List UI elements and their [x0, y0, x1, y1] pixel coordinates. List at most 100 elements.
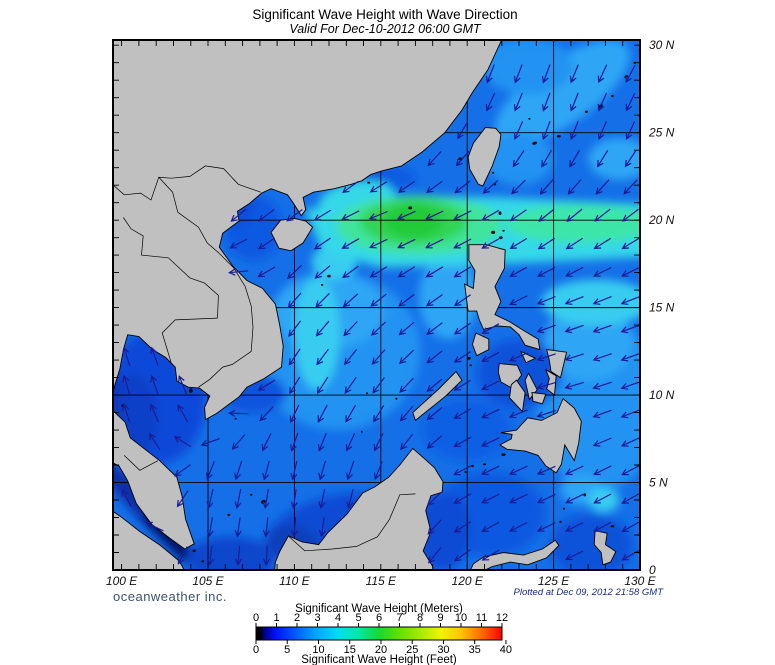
island-dot	[327, 274, 331, 278]
landmass-negros	[509, 379, 526, 413]
map-title: Significant Wave Height with Wave Direct…	[252, 7, 517, 22]
lat-label: 10 N	[649, 388, 675, 402]
wave-height-blob	[505, 204, 640, 243]
country-border	[113, 165, 261, 201]
lon-label: 115 E	[366, 574, 397, 588]
feet-tick-label: 40	[500, 644, 512, 656]
island-dot	[499, 236, 503, 240]
meters-tick-label: 10	[455, 612, 467, 624]
island-dot	[610, 525, 615, 528]
island-dot	[556, 134, 561, 138]
landmass-hainan	[270, 217, 314, 252]
wave-height-blob	[550, 514, 634, 570]
lon-label: 110 E	[279, 574, 310, 588]
landmass-samar	[546, 349, 568, 379]
island-dot	[464, 471, 467, 473]
lat-label: 5 N	[649, 476, 668, 490]
legend-meters-title: Significant Wave Height (Meters)	[295, 603, 463, 615]
lon-label: 130 E	[624, 574, 656, 588]
island-dot	[491, 230, 496, 234]
wave-height-blob	[482, 40, 573, 95]
landmass-mindoro	[471, 332, 490, 357]
island-dot	[192, 549, 196, 553]
landmass-halmahera	[593, 530, 617, 566]
island-dot	[470, 464, 474, 468]
island-dot	[188, 388, 193, 394]
feet-tick-label: 20	[375, 644, 387, 656]
island-dot	[611, 94, 614, 98]
landmass-mindanao	[499, 397, 582, 474]
island-dot	[532, 141, 538, 145]
landmass-borneo	[274, 447, 444, 570]
island-dot	[360, 430, 363, 433]
country-border	[288, 493, 416, 552]
wave-height-blob	[415, 493, 471, 570]
lat-label: 15 N	[649, 301, 675, 315]
country-borders	[113, 165, 416, 552]
island-dot	[583, 493, 587, 497]
feet-tick-label: 0	[253, 644, 259, 656]
colorbar-feet-ticks: 0 5 10 15 20 25 30 35 40	[253, 640, 512, 656]
landmass-luzon	[464, 244, 541, 351]
plotted-at-text: Plotted at Dec 09, 2012 21:58 GMT	[514, 587, 665, 598]
lat-label: 0	[649, 563, 656, 577]
meters-tick-label: 0	[253, 612, 259, 624]
meters-tick-label: 2	[294, 612, 300, 624]
island-dot	[559, 520, 562, 524]
island-dot	[320, 283, 324, 286]
feet-tick-label: 5	[284, 644, 290, 656]
island-dot	[501, 453, 506, 456]
island-dot	[227, 513, 231, 517]
degree-ticks	[114, 41, 641, 571]
island-dot	[249, 493, 253, 496]
wave-height-blob	[418, 255, 478, 340]
island-dot	[395, 397, 398, 400]
wave-height-blob	[541, 279, 640, 326]
colorbar-meters-ticks: 0 1 2 3 4 5 6 7 8 9 10 11 12	[253, 612, 508, 627]
map-frame	[112, 39, 641, 571]
country-border	[123, 455, 159, 471]
feet-tick-label: 35	[469, 644, 481, 656]
wave-direction-arrows	[121, 64, 640, 566]
longitude-labels: 100 E 105 E 110 E 115 E 120 E 125 E 130 E	[106, 574, 657, 588]
island-dot	[562, 507, 566, 510]
feet-tick-label: 30	[437, 644, 449, 656]
island-dot	[201, 560, 205, 563]
legend-feet-title: Significant Wave Height (Feet)	[301, 654, 457, 665]
island-dot	[491, 171, 495, 174]
island-dot	[528, 117, 531, 120]
island-dot	[584, 110, 588, 113]
lon-label: 105 E	[192, 574, 224, 588]
latitude-labels: 30 N 25 N 20 N 15 N 10 N 5 N 0	[648, 38, 675, 577]
landmass-palawan	[412, 370, 463, 422]
map-valid-time: Valid For Dec-10-2012 06:00 GMT	[289, 22, 482, 36]
feet-tick-label: 10	[312, 644, 324, 656]
oceanweather-logo-text: oceanweather inc.	[113, 589, 227, 604]
landmass-leyte	[544, 368, 557, 396]
lat-label: 30 N	[649, 38, 675, 52]
island-dot	[467, 356, 471, 360]
wave-arrow-field	[121, 64, 640, 566]
meters-tick-label: 9	[437, 612, 443, 624]
island-dot	[408, 206, 413, 210]
island-dot	[367, 181, 371, 184]
wave-height-blob	[588, 137, 640, 180]
meters-tick-label: 11	[476, 612, 487, 624]
lat-label: 25 N	[648, 126, 675, 140]
island-dot	[483, 463, 486, 466]
landmass-sumatra	[113, 510, 185, 570]
meters-tick-label: 12	[496, 612, 508, 624]
meters-tick-label: 8	[417, 612, 423, 624]
meters-tick-label: 3	[314, 612, 320, 624]
feet-tick-label: 15	[344, 644, 356, 656]
meters-tick-label: 1	[273, 612, 279, 624]
feet-tick-label: 25	[406, 644, 418, 656]
island-dot	[365, 392, 369, 395]
wave-height-blob	[588, 487, 620, 513]
country-border	[161, 317, 218, 365]
lon-label: 125 E	[538, 574, 570, 588]
country-border	[198, 286, 254, 388]
meters-tick-label: 7	[396, 612, 402, 624]
